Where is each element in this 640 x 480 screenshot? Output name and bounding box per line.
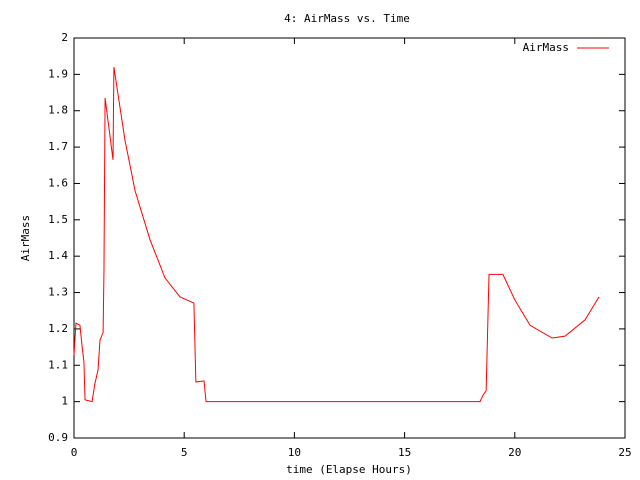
x-tick-label: 15: [398, 446, 411, 459]
x-axis-label: time (Elapse Hours): [286, 463, 412, 476]
y-tick-label: 1.8: [48, 104, 68, 117]
y-tick-label: 1.5: [48, 213, 68, 226]
x-tick-label: 10: [288, 446, 301, 459]
y-tick-label: 1.1: [48, 358, 68, 371]
y-tick-label: 1.2: [48, 322, 68, 335]
legend-label: AirMass: [523, 41, 569, 54]
y-tick-label: 2: [61, 31, 68, 44]
y-tick-label: 1.6: [48, 176, 68, 189]
x-tick-label: 20: [508, 446, 521, 459]
x-tick-label: 25: [618, 446, 631, 459]
chart-title: 4: AirMass vs. Time: [284, 12, 410, 25]
y-axis-label: AirMass: [19, 215, 32, 261]
data-line: [73, 67, 600, 403]
y-tick-label: 0.9: [48, 431, 68, 444]
x-tick-label: 5: [181, 446, 188, 459]
y-tick-label: 1.4: [48, 249, 68, 262]
x-tick-label: 0: [71, 446, 78, 459]
y-tick-label: 1.7: [48, 140, 68, 153]
y-tick-label: 1.3: [48, 286, 68, 299]
y-tick-label: 1: [61, 395, 68, 408]
y-tick-label: 1.9: [48, 67, 68, 80]
plot-border: [73, 37, 626, 439]
